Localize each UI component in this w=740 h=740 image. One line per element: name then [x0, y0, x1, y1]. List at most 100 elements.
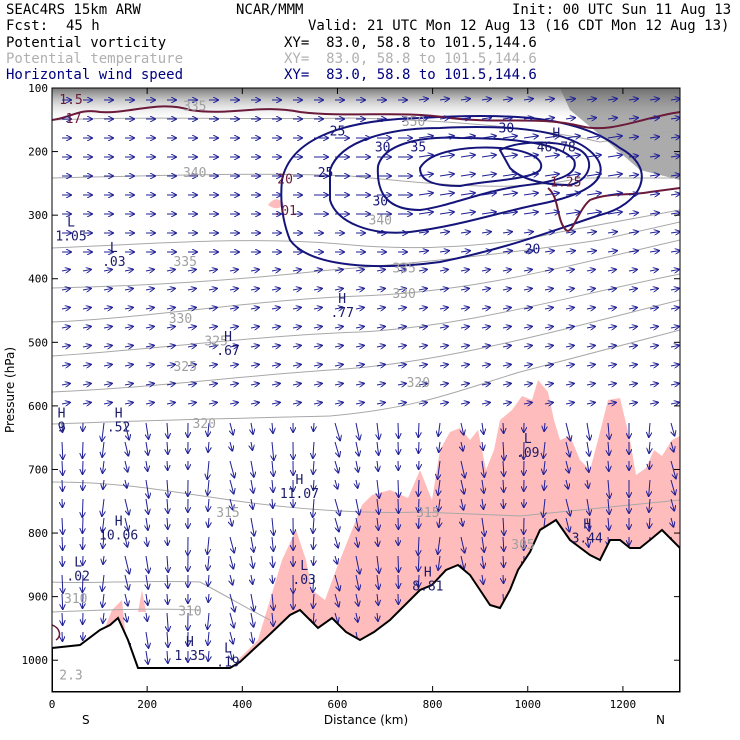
wind-vector — [250, 288, 259, 290]
y-tick-label: 1000 — [22, 654, 49, 667]
wind-vector — [208, 593, 209, 602]
wind-vector — [670, 269, 679, 271]
wind-vector — [439, 402, 448, 404]
wind-vector — [502, 326, 511, 328]
theta-contour-label: 315 — [216, 506, 239, 521]
wind-vector — [439, 155, 454, 157]
wind-vector — [482, 479, 484, 493]
wind-vector — [586, 99, 596, 100]
wind-vector — [313, 479, 314, 490]
wind-vector — [523, 212, 538, 214]
wind-vector — [82, 517, 83, 533]
wind-vector — [523, 136, 538, 138]
pv-shaded-spot — [138, 590, 146, 612]
wind-vector — [251, 555, 253, 568]
wind-vector — [586, 232, 596, 233]
extremum-value: 3.44 — [572, 532, 603, 547]
wind-vector — [145, 307, 154, 309]
wind-vector — [167, 441, 168, 454]
wind-vector — [670, 345, 679, 347]
wind-vector — [250, 326, 259, 328]
wind-vector — [146, 422, 148, 439]
wind-vector — [166, 307, 175, 309]
fcst-value: 45 h — [66, 18, 100, 34]
wind-vector — [229, 269, 238, 271]
wind-vector — [565, 136, 580, 138]
wind-vector — [523, 232, 533, 233]
wind-vector — [565, 212, 580, 214]
wind-vector — [461, 441, 463, 451]
wind-vector — [503, 517, 504, 535]
wind-vector — [565, 155, 580, 157]
wind-vector — [587, 441, 589, 456]
wind-vector — [335, 479, 338, 489]
wind-vector — [481, 155, 496, 157]
extremum-value: 10.06 — [99, 528, 138, 543]
wind-vector — [607, 212, 622, 214]
wind-vector — [503, 555, 504, 567]
wind-vector — [523, 251, 533, 252]
wind-vector — [125, 441, 128, 456]
wind-vector — [587, 422, 590, 440]
wind-vector — [418, 536, 419, 555]
wind-vector — [523, 326, 532, 328]
extremum-letter: L — [224, 642, 232, 657]
extremum-letter: L — [67, 216, 75, 231]
y-tick-label: 800 — [28, 527, 48, 540]
wind-vector — [167, 612, 168, 631]
wind-vector — [398, 555, 399, 572]
wind-vector — [272, 517, 274, 535]
wind-vector — [377, 517, 378, 530]
wind-vector — [438, 422, 440, 436]
wind-vector — [187, 269, 196, 271]
wind-contour-label: 20 — [525, 242, 541, 257]
wind-vector — [124, 555, 129, 573]
extremum-value: 11.07 — [280, 487, 319, 502]
wind-vector — [103, 383, 112, 385]
extremum-letter: H — [115, 406, 123, 421]
wind-vector — [313, 269, 322, 271]
extremum-letter: L — [74, 556, 82, 571]
wind-vector — [313, 593, 314, 608]
wind-vector — [649, 194, 659, 195]
wind-vector — [670, 194, 680, 195]
wind-vector — [565, 193, 580, 195]
wind-vector — [102, 574, 104, 591]
wind-vector — [481, 232, 491, 233]
wind-vector — [649, 498, 650, 512]
wind-vector — [418, 441, 419, 453]
wind-vector — [439, 517, 440, 527]
wind-vector — [439, 441, 440, 452]
theta-contour-label: 340 — [369, 214, 392, 229]
y-tick-label: 700 — [28, 463, 48, 476]
wind-vector — [671, 422, 675, 436]
wind-vector — [544, 251, 554, 252]
wind-vector — [649, 479, 650, 496]
wind-vector — [481, 364, 490, 366]
wind-vector — [439, 383, 448, 385]
wind-vector — [565, 498, 570, 515]
wind-vector — [565, 383, 574, 385]
theta-contour-label: 310 — [178, 605, 201, 620]
wind-vector — [439, 212, 454, 214]
wind-vector — [207, 612, 209, 629]
wind-vector — [502, 269, 511, 271]
wind-vector — [377, 460, 378, 471]
wind-vector — [208, 422, 209, 436]
wind-vector — [670, 213, 680, 214]
wind-vector — [649, 232, 659, 233]
wind-vector — [482, 555, 484, 568]
wind-vector — [543, 441, 545, 458]
wind-vector — [208, 574, 209, 586]
wind-vector — [544, 383, 553, 385]
wind-vector — [460, 269, 469, 271]
wind-vector — [208, 441, 209, 452]
wind-vector — [166, 345, 175, 347]
wind-vector — [565, 364, 574, 366]
wind-vector — [125, 574, 129, 590]
wind-vector — [607, 99, 617, 100]
wind-vector — [208, 650, 209, 661]
extremum-value: .03 — [292, 573, 315, 588]
wind-vector — [439, 118, 449, 119]
wind-vector — [418, 155, 433, 157]
